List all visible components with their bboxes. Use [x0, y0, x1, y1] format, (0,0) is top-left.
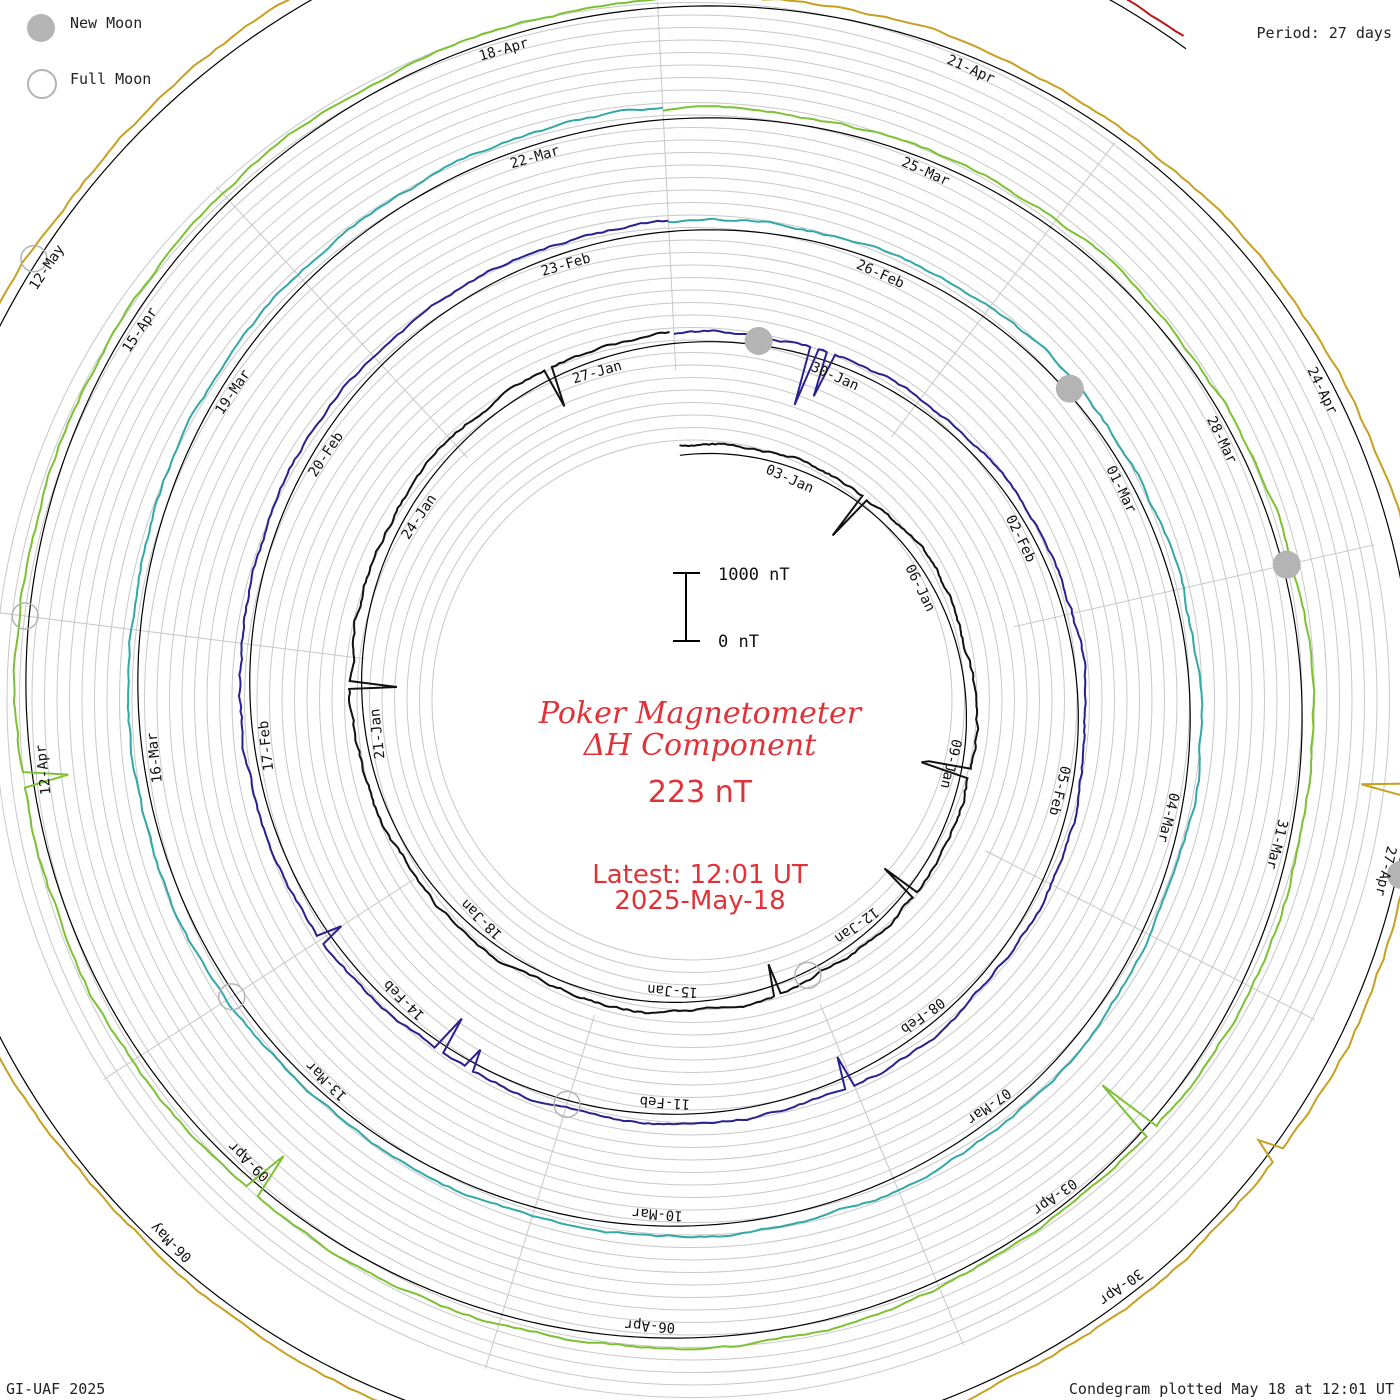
date-tick-label: 16-Mar — [144, 732, 165, 784]
grid-ring — [344, 352, 1040, 1048]
grid-ring — [31, 39, 1353, 1361]
footer-plotted: Condegram plotted May 18 at 12:01 UT — [1068, 1380, 1394, 1398]
date-tick-label: 17-Feb — [256, 720, 277, 772]
grid-spoke — [484, 1015, 595, 1369]
date-tick-label: 15-Jan — [647, 981, 699, 1000]
full-moon-marker — [794, 961, 822, 990]
grid-ring — [356, 364, 1028, 1036]
trace-turn-1 — [237, 219, 1087, 1126]
grid-ring — [394, 402, 990, 998]
date-tick-label: 24-Apr — [1304, 365, 1341, 417]
grid-ring — [106, 114, 1278, 1286]
grid-ring — [156, 164, 1228, 1236]
new-moon-marker — [1272, 550, 1301, 579]
date-tick-label: 12-Apr — [33, 744, 54, 796]
grid-spokes — [0, 0, 1375, 1369]
new-moon-legend-label: New Moon — [70, 14, 143, 32]
grid-ring — [169, 177, 1215, 1223]
grid-ring — [56, 64, 1328, 1336]
grid-spoke — [0, 612, 365, 660]
current-value: 223 nT — [647, 775, 753, 810]
grid-ring — [231, 239, 1153, 1161]
full-moon-legend-label: Full Moon — [70, 70, 152, 88]
grid-ring — [206, 214, 1178, 1186]
grid-spoke — [103, 878, 415, 1080]
date-tick-label: 21-Jan — [367, 708, 388, 760]
trace-turn-2 — [126, 106, 1204, 1239]
grid-spoke — [1013, 544, 1375, 628]
grid-ring — [19, 27, 1365, 1373]
new-moon-marker — [1386, 860, 1400, 889]
grid-ring — [219, 227, 1165, 1173]
date-tick-label: 06-Jan — [901, 562, 938, 614]
grid-ring — [419, 427, 965, 973]
scale-top-label: 1000 nT — [718, 565, 790, 585]
date-tick-label: 22-Mar — [508, 143, 561, 172]
new-moon-marker — [744, 326, 773, 355]
grid-ring — [6, 14, 1378, 1386]
full-moon-marker — [11, 602, 39, 630]
grid-ring — [131, 139, 1253, 1261]
grid-ring — [319, 327, 1065, 1073]
new-moon-legend-icon — [27, 14, 55, 42]
full-moon-marker — [217, 983, 246, 1011]
grid-ring — [119, 127, 1265, 1273]
date-tick-label: 18-Apr — [477, 35, 530, 64]
full-moon-marker — [20, 244, 48, 273]
chart-title-line2: ΔH Component — [583, 728, 817, 763]
date-tick-label: 10-Mar — [632, 1204, 684, 1223]
period-label: Period: 27 days — [1256, 24, 1392, 42]
date-tick-label: 23-Feb — [539, 250, 592, 279]
footer-credit: GI-UAF 2025 — [6, 1380, 106, 1398]
moon-markers — [11, 244, 1400, 1119]
full-moon-legend-icon — [27, 69, 57, 99]
grid-ring — [331, 339, 1053, 1061]
date-tick-label: 27-Jan — [571, 358, 624, 387]
new-moon-marker — [1055, 374, 1084, 403]
grid-ring — [144, 152, 1240, 1248]
grid-ring — [269, 277, 1115, 1123]
latest-time: Latest: 12:01 UT — [592, 860, 808, 890]
scale-bar: 1000 nT 0 nT — [673, 565, 790, 652]
grid-spoke — [215, 186, 469, 459]
grid-ring — [281, 289, 1103, 1111]
grid-ring — [306, 314, 1078, 1086]
date-tick-label: 11-Feb — [639, 1093, 691, 1112]
trace-turn-5 — [1125, 0, 1185, 37]
scale-bottom-label: 0 nT — [718, 632, 759, 652]
grid-ring — [294, 302, 1090, 1098]
grid-spoke — [891, 141, 1116, 438]
grid-ring — [369, 377, 1015, 1023]
grid-ring — [431, 439, 953, 961]
grid-ring — [244, 252, 1140, 1148]
trace-turn-0 — [347, 331, 980, 1015]
date-tick-label: 06-Apr — [624, 1316, 676, 1335]
latest-date: 2025-May-18 — [614, 886, 786, 916]
grid-ring — [94, 102, 1290, 1298]
grid-spoke — [657, 0, 677, 371]
chart-title-line1: Poker Magnetometer — [538, 696, 862, 731]
grid-ring — [44, 52, 1340, 1348]
grid-ring — [256, 264, 1128, 1136]
full-moon-marker — [553, 1090, 581, 1119]
trace-turn-3 — [12, 0, 1316, 1351]
